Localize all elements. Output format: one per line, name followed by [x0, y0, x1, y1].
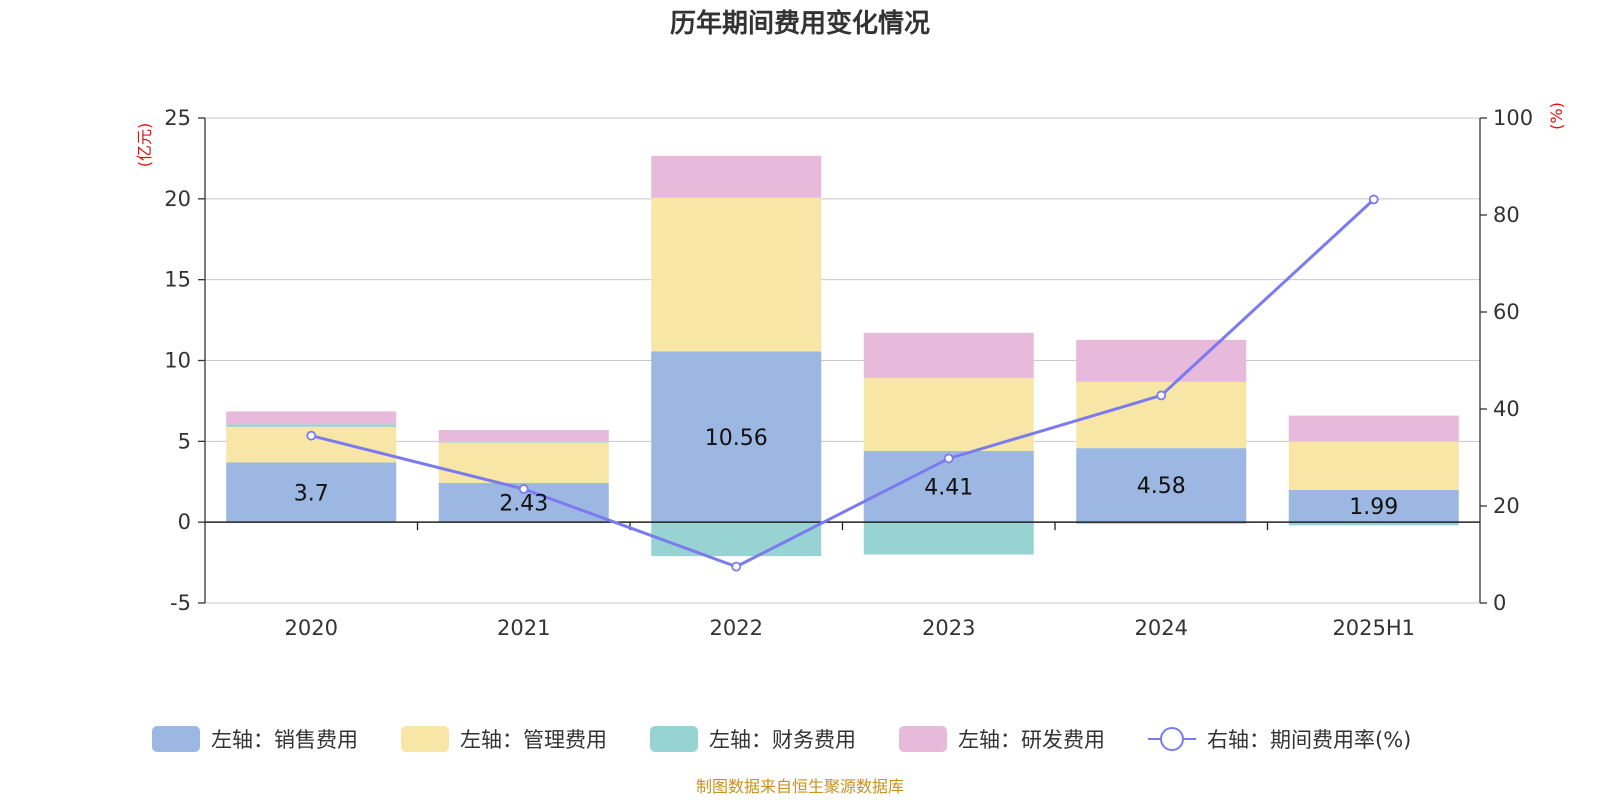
right-tick-label: 100: [1493, 106, 1533, 130]
bar-segment: [863, 522, 1034, 555]
rate-line: [310, 198, 1375, 569]
bar-segment: [226, 462, 397, 523]
data-label: 1.99: [1349, 495, 1398, 520]
rate-point: [943, 453, 954, 464]
left-tick-label: 15: [164, 268, 191, 292]
bar-segment: [1076, 448, 1247, 523]
category-label: 2025H1: [1332, 616, 1415, 640]
left-tick-label: 5: [178, 429, 191, 453]
axes: -5 0 5 10 15 20 25 0 20 40 60 80 100 2020 2021 2022 2023…: [164, 106, 1533, 640]
right-tick-label: 20: [1493, 494, 1520, 518]
right-tick-label: 80: [1493, 203, 1520, 227]
bar-segment: [1288, 522, 1459, 526]
data-label: 2.43: [499, 492, 548, 517]
bar-segment: [863, 332, 1034, 379]
data-labels: 3.7 2.43 10.56 4.41 4.58 1.99: [294, 426, 1398, 520]
bar-segment: [1288, 441, 1459, 490]
bar-segment: [651, 522, 822, 557]
legend-swatch: [899, 726, 947, 752]
legend-swatch: [152, 726, 200, 752]
data-label: 4.58: [1137, 474, 1186, 499]
data-label: 3.7: [294, 481, 329, 506]
bar-segment: [863, 378, 1034, 451]
chart-title: 历年期间费用变化情况: [670, 8, 930, 39]
left-tick-label: -5: [170, 591, 191, 615]
rate-point: [1156, 390, 1167, 401]
rate-line-layer: [306, 194, 1379, 572]
right-tick-label: 0: [1493, 591, 1506, 615]
left-tick-label: 0: [178, 510, 191, 534]
rate-point: [1368, 194, 1379, 205]
legend-swatch: [401, 726, 449, 752]
bar-segment: [438, 442, 609, 483]
legend-label: 左轴：管理费用: [460, 728, 607, 752]
bar-segment: [1076, 522, 1247, 524]
left-tick-label: 10: [164, 349, 191, 373]
left-tick-label: 20: [164, 187, 191, 211]
source-note: 制图数据来自恒生聚源数据库: [696, 777, 904, 796]
category-label: 2022: [710, 616, 763, 640]
category-label: 2023: [922, 616, 975, 640]
bar-segment: [226, 411, 397, 425]
rate-point: [306, 430, 317, 441]
rate-point: [518, 484, 529, 494]
right-tick-label: 60: [1493, 300, 1520, 324]
bar-segment: [1288, 415, 1459, 442]
legend-label: 左轴：财务费用: [709, 728, 856, 752]
bar-segment: [1288, 489, 1459, 523]
bar-layer: [226, 155, 1459, 557]
legend-label: 左轴：研发费用: [958, 728, 1105, 752]
bar-segment: [651, 155, 822, 198]
legend: 左轴：销售费用 左轴：管理费用 左轴：财务费用 左轴：研发费用 右轴：期间费用率(%): [152, 726, 1411, 752]
right-axis-unit: (%): [1547, 102, 1566, 130]
grid: [205, 117, 1480, 604]
data-label: 10.56: [705, 426, 768, 451]
bar-segment: [438, 430, 609, 443]
left-tick-label: 25: [164, 106, 191, 130]
bar-segment: [226, 424, 397, 427]
legend-label: 左轴：销售费用: [211, 728, 358, 752]
legend-marker: [1160, 727, 1184, 751]
legend-swatch: [650, 726, 698, 752]
rate-point: [731, 561, 742, 572]
category-label: 2020: [285, 616, 338, 640]
category-label: 2021: [497, 616, 550, 640]
right-tick-label: 40: [1493, 397, 1520, 421]
legend-label: 右轴：期间费用率(%): [1207, 728, 1411, 752]
left-axis-unit: (亿元): [135, 123, 154, 168]
bar-segment: [651, 351, 822, 523]
category-label: 2024: [1135, 616, 1188, 640]
bar-segment: [1076, 339, 1247, 382]
bar-segment: [651, 197, 822, 352]
data-label: 4.41: [924, 476, 973, 501]
bar-segment: [438, 442, 609, 443]
